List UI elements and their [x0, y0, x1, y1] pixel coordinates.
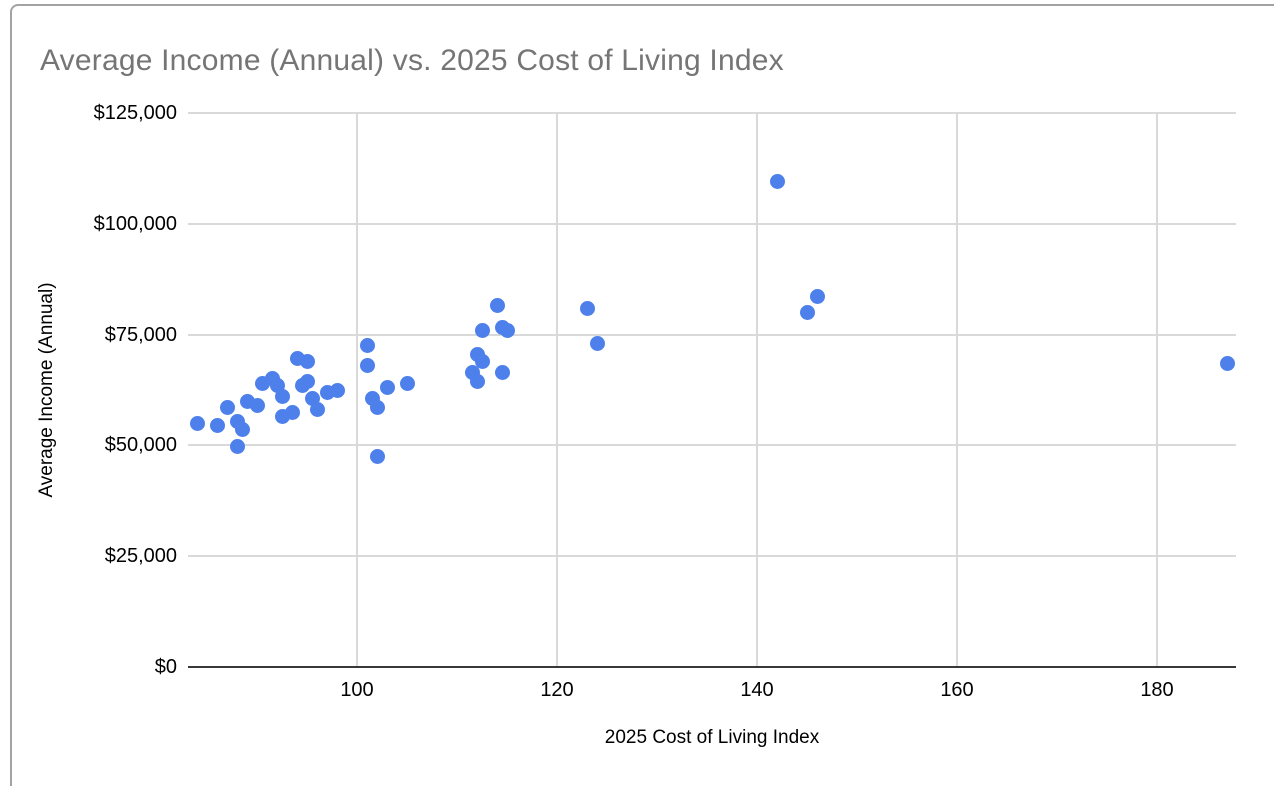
data-point[interactable]	[229, 439, 245, 455]
x-gridline	[1156, 113, 1158, 667]
y-gridline	[188, 222, 1236, 225]
data-point[interactable]	[489, 298, 505, 314]
data-point[interactable]	[359, 358, 375, 374]
y-gridline	[188, 112, 1236, 114]
data-point[interactable]	[309, 402, 325, 418]
x-gridline	[756, 113, 758, 667]
x-tick-label: 100	[340, 679, 374, 701]
data-point[interactable]	[809, 289, 825, 305]
data-point[interactable]	[234, 422, 250, 438]
x-gridline	[556, 113, 558, 667]
y-tick-label: $100,000	[93, 212, 177, 235]
y-gridline	[188, 555, 1236, 558]
y-tick-label: $50,000	[104, 434, 177, 457]
data-point[interactable]	[799, 304, 815, 320]
x-tick-label: 180	[1140, 679, 1174, 701]
data-point[interactable]	[359, 338, 375, 354]
data-point[interactable]	[499, 322, 515, 338]
data-point[interactable]	[769, 174, 785, 190]
data-point[interactable]	[579, 300, 595, 316]
y-tick-label: $75,000	[104, 323, 177, 346]
x-tick-label: 160	[940, 679, 974, 701]
data-point[interactable]	[274, 389, 290, 405]
data-point[interactable]	[399, 375, 415, 391]
data-point[interactable]	[249, 398, 265, 413]
data-point[interactable]	[299, 353, 315, 369]
y-tick-label: $0	[154, 656, 177, 678]
y-tick-label: $125,000	[93, 102, 177, 124]
data-point[interactable]	[284, 404, 300, 420]
x-tick-label: 140	[740, 679, 774, 701]
data-point[interactable]	[474, 353, 490, 369]
data-point[interactable]	[469, 373, 485, 389]
y-gridline	[188, 444, 1236, 447]
chart-card[interactable]	[10, 4, 1274, 786]
data-point[interactable]	[1219, 355, 1235, 371]
y-gridline	[188, 333, 1236, 336]
data-point[interactable]	[209, 417, 225, 433]
x-axis-title: 2025 Cost of Living Index	[604, 727, 820, 748]
y-tick-label: $25,000	[104, 545, 177, 568]
data-point[interactable]	[219, 400, 235, 416]
data-point[interactable]	[494, 364, 510, 380]
data-point[interactable]	[474, 322, 490, 338]
data-point[interactable]	[589, 335, 605, 351]
chart-title: Average Income (Annual) vs. 2025 Cost of…	[40, 44, 784, 77]
y-axis-title: Average Income (Annual)	[36, 282, 57, 498]
data-point[interactable]	[189, 415, 205, 431]
data-point[interactable]	[369, 400, 385, 416]
data-point[interactable]	[369, 448, 385, 464]
x-gridline	[356, 113, 358, 667]
x-tick-label: 120	[540, 679, 574, 701]
x-gridline	[956, 113, 958, 667]
x-axis-line	[188, 666, 1236, 668]
data-point[interactable]	[329, 382, 345, 398]
data-point[interactable]	[379, 380, 395, 396]
data-point[interactable]	[299, 373, 315, 389]
